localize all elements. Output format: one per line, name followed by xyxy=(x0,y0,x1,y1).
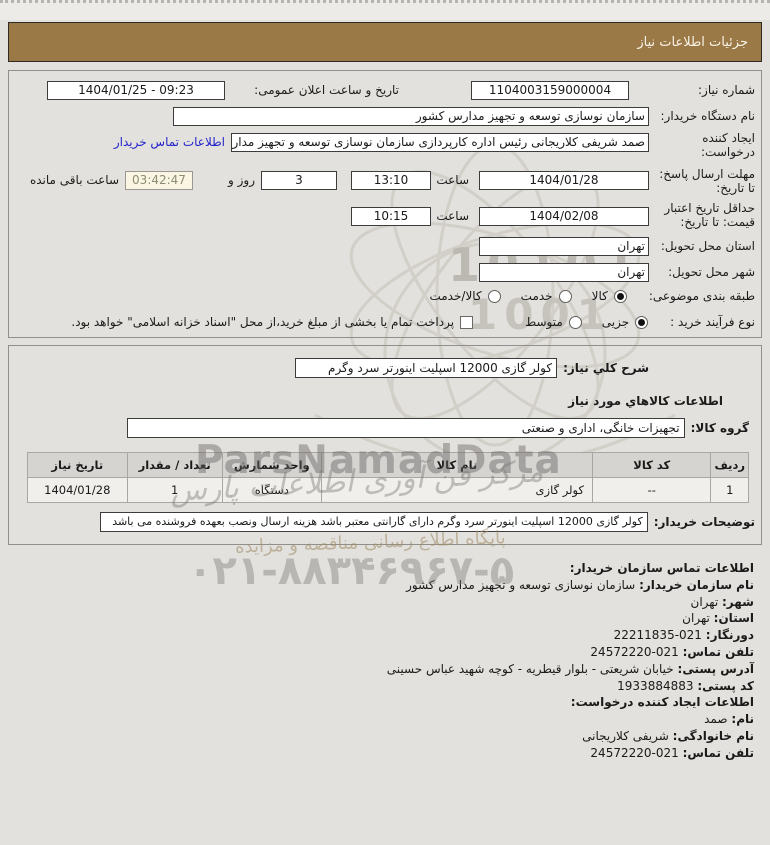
need-info-panel: شماره نیاز: 1104003159000004 تاریخ و ساع… xyxy=(8,70,762,338)
page-top-divider xyxy=(0,0,770,20)
delivery-city-field[interactable]: تهران xyxy=(479,263,649,282)
need-description-field[interactable]: کولر گازی 12000 اسپلیت اینورتر سرد وگرم xyxy=(295,358,558,378)
cell-item-name: کولر گازی xyxy=(320,477,593,503)
cell-row-number: 1 xyxy=(710,477,749,503)
page-title: جزئیات اطلاعات نیاز xyxy=(637,34,748,50)
col-need-date: تاریخ نیاز xyxy=(27,452,128,478)
col-quantity: تعداد / مقدار xyxy=(126,452,223,478)
request-creator-label: ایجاد کننده درخواست: xyxy=(701,131,755,159)
items-panel: شرح کلي نیاز: کولر گازی 12000 اسپلیت این… xyxy=(8,345,762,545)
need-number-label: شماره نیاز: xyxy=(698,83,755,97)
reply-deadline-time-field[interactable]: 13:10 xyxy=(351,171,431,190)
reply-deadline-date-field[interactable]: 1404/01/28 xyxy=(479,171,649,190)
contact-org-name: نام سازمان خریدار: سازمان نوسازی توسعه و… xyxy=(406,577,754,592)
purchase-process-group: نوع فرآیند خرید : جزیی متوسط پرداخت تمام… xyxy=(71,315,755,329)
announce-datetime-field[interactable]: 1404/01/25 - 09:23 xyxy=(47,81,225,100)
items-table: ردیف کد کالا نام کالا واحد شمارش تعداد /… xyxy=(27,452,749,503)
page-title-bar: جزئیات اطلاعات نیاز xyxy=(8,22,762,62)
contact-city: شهر: تهران xyxy=(690,594,754,609)
contact-postal-code: کد پستی: 1933884883 xyxy=(617,678,754,693)
radio-medium[interactable] xyxy=(568,315,582,329)
radio-minor-label: جزیی xyxy=(601,315,630,329)
cell-quantity: 1 xyxy=(126,477,223,503)
need-number-field[interactable]: 1104003159000004 xyxy=(471,81,629,100)
col-row-number: ردیف xyxy=(710,452,749,478)
radio-minor[interactable] xyxy=(635,315,649,329)
reply-deadline-label: مهلت ارسال پاسخ: تا تاریخ: xyxy=(659,167,755,195)
days-and-label: روز و xyxy=(228,173,255,187)
need-description-label: شرح کلي نیاز: xyxy=(563,361,649,375)
delivery-province-label: استان محل تحویل: xyxy=(660,239,755,253)
price-validity-hour-label: ساعت xyxy=(436,209,469,223)
contact-fax: دورنگار: 22211835-021 xyxy=(613,628,754,643)
items-table-row: 1 -- کولر گازی دستگاه 1 1404/01/28 xyxy=(27,477,749,503)
creator-first-name: نام: صمد xyxy=(704,712,754,727)
creator-last-name: نام خانوادگی: شریفی کلاریجانی xyxy=(582,728,754,743)
buyer-org-field[interactable]: سازمان نوسازی توسعه و تجهیز مدارس کشور xyxy=(173,107,649,126)
creator-section-heading: اطلاعات ایجاد کننده درخواست: xyxy=(570,695,754,710)
price-validity-date-field[interactable]: 1404/02/08 xyxy=(479,207,649,226)
radio-service[interactable] xyxy=(558,289,572,303)
request-creator-field[interactable]: صمد شریفی کلاریجانی رئیس اداره کارپردازی… xyxy=(231,133,649,152)
cell-need-date: 1404/01/28 xyxy=(27,477,128,503)
contact-address: آدرس پستی: خیابان شریعتی - بلوار قیطریه … xyxy=(386,661,754,676)
remaining-hours-label: ساعت باقی مانده xyxy=(29,173,119,187)
delivery-city-label: شهر محل تحویل: xyxy=(668,265,755,279)
buyer-notes-field[interactable]: کولر گازی 12000 اسپلیت اینورتر سرد وگرم … xyxy=(99,512,648,532)
goods-group-field[interactable]: تجهیزات خانگی، اداری و صنعتی xyxy=(126,418,685,438)
reply-deadline-hour-label: ساعت xyxy=(436,173,469,187)
contact-phone: تلفن تماس: 24572220-021 xyxy=(590,644,754,659)
radio-goods-service[interactable] xyxy=(487,289,501,303)
price-validity-time-field[interactable]: 10:15 xyxy=(351,207,431,226)
col-item-name: نام کالا xyxy=(320,452,593,478)
radio-medium-label: متوسط xyxy=(525,315,563,329)
buyer-contact-block: اطلاعات تماس سازمان خریدار: نام سازمان خ… xyxy=(16,560,754,762)
cell-item-code: -- xyxy=(591,477,712,503)
cell-unit: دستگاه xyxy=(221,477,322,503)
creator-phone: تلفن تماس: 24572220-021 xyxy=(590,745,754,760)
purchase-process-label: نوع فرآیند خرید : xyxy=(670,315,755,329)
treasury-docs-checkbox[interactable] xyxy=(460,315,474,329)
radio-service-label: خدمت xyxy=(520,289,553,303)
items-heading: اطلاعات کالاهاي مورد نیاز xyxy=(568,394,723,408)
delivery-province-field[interactable]: تهران xyxy=(479,237,649,256)
col-unit: واحد شمارش xyxy=(221,452,322,478)
price-validity-label: حداقل تاریخ اعتبار قیمت: تا تاریخ: xyxy=(664,201,755,229)
col-item-code: کد کالا xyxy=(591,452,712,478)
buyer-notes-label: توضیحات خریدار: xyxy=(653,515,755,529)
radio-goods-service-label: کالا/خدمت xyxy=(429,289,482,303)
buyer-org-label: نام دستگاه خریدار: xyxy=(660,109,756,123)
subject-category-group: طبقه بندی موضوعی: کالا خدمت کالا/خدمت xyxy=(429,289,755,303)
contact-province: استان: تهران xyxy=(682,611,754,626)
announce-datetime-label: تاریخ و ساعت اعلان عمومی: xyxy=(254,83,399,97)
remaining-days-field[interactable]: 3 xyxy=(261,171,337,190)
subject-category-label: طبقه بندی موضوعی: xyxy=(648,289,755,303)
contact-section-heading: اطلاعات تماس سازمان خریدار: xyxy=(569,561,754,575)
items-table-header-row: ردیف کد کالا نام کالا واحد شمارش تعداد /… xyxy=(27,452,749,478)
radio-goods-label: کالا xyxy=(591,289,608,303)
buyer-contact-link[interactable]: اطلاعات تماس خریدار xyxy=(113,135,225,149)
remaining-time-countdown: 03:42:47 xyxy=(125,171,193,190)
treasury-docs-label: پرداخت تمام یا بخشی از مبلغ خرید،از محل … xyxy=(71,315,455,329)
goods-group-label: گروه کالا: xyxy=(690,421,749,435)
radio-goods[interactable] xyxy=(613,289,627,303)
